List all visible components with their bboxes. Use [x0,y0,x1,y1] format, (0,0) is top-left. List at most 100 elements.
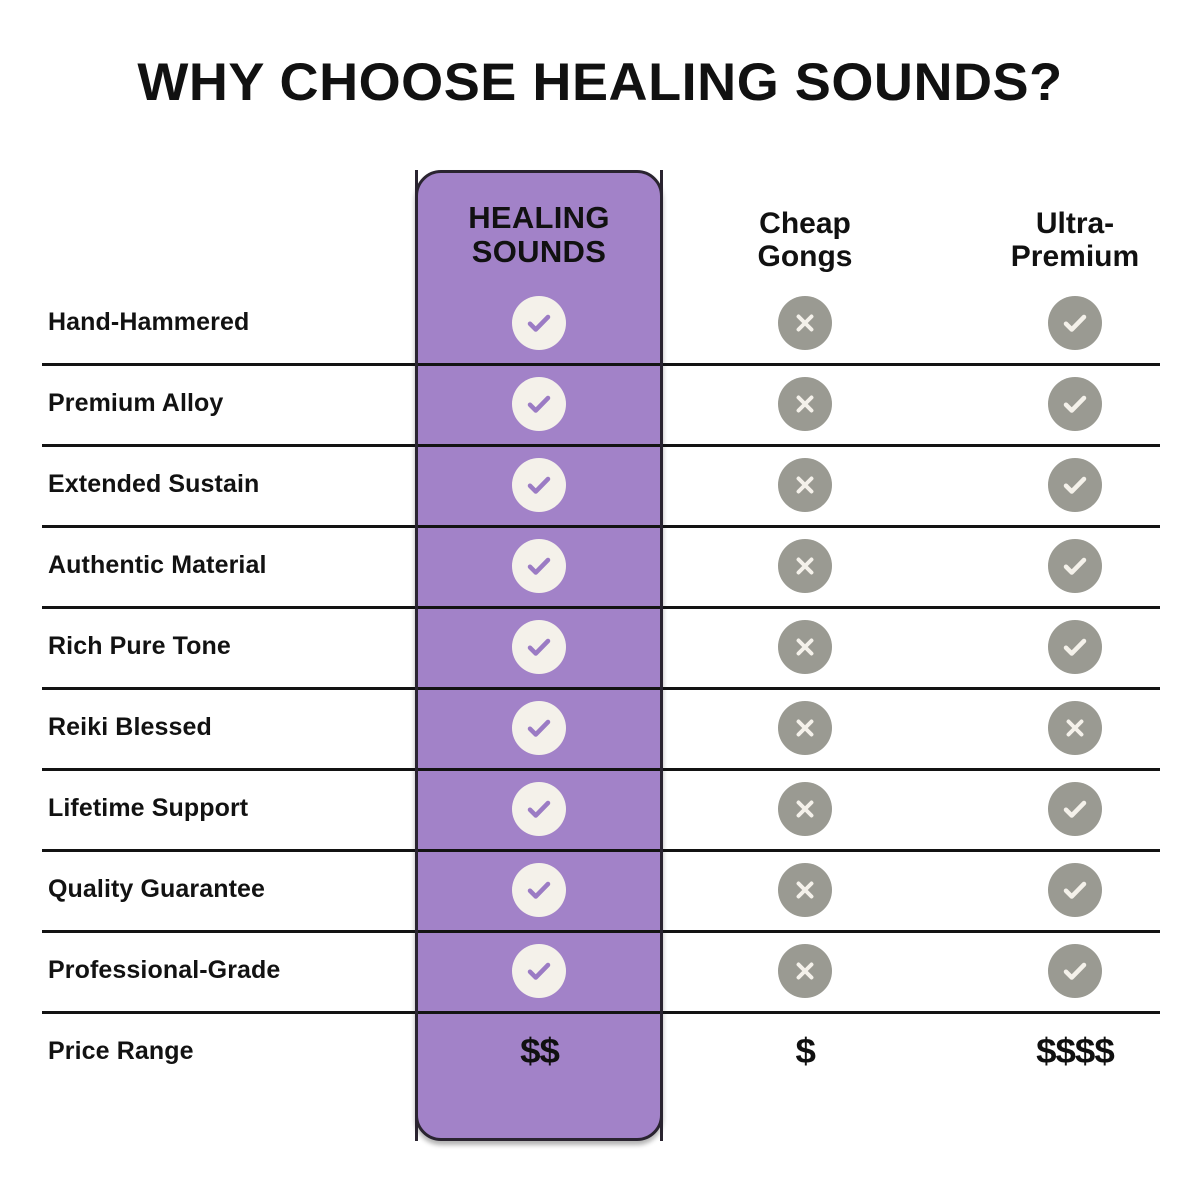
feature-label: Premium Alloy [48,389,224,417]
row-divider [42,687,1160,690]
cell-ultra-premium [1005,849,1145,930]
column-header-cheap-gongs[interactable]: Cheap Gongs [681,170,929,282]
column-header-line2: Gongs [757,240,853,274]
cell-ultra-premium [1005,768,1145,849]
row-divider [42,444,1160,447]
cell-healing-sounds [469,282,609,363]
column-header-line2: SOUNDS [471,234,607,270]
table-row: Lifetime Support [0,768,1200,849]
column-header-ultra-premium[interactable]: Ultra- Premium [951,170,1199,282]
cell-cheap-gongs [735,525,875,606]
cell-ultra-premium [1005,606,1145,687]
cell-cheap-gongs [735,849,875,930]
feature-label: Lifetime Support [48,794,249,822]
comparison-table: HEALING SOUNDS Cheap Gongs Ultra- Premium Hand… [0,170,1200,1092]
check-icon [1048,862,1102,917]
column-header-line1: Ultra- [1035,206,1115,240]
cross-icon [1048,700,1102,755]
row-divider [42,768,1160,771]
column-header-line1: HEALING [468,199,610,235]
check-icon [512,619,566,674]
feature-label: Professional-Grade [48,956,281,984]
feature-label: Reiki Blessed [48,713,212,741]
check-icon [512,295,566,350]
cell-ultra-premium [1005,687,1145,768]
table-row: Authentic Material [0,525,1200,606]
cell-healing-sounds [469,849,609,930]
cell-healing-sounds [469,606,609,687]
table-row: Reiki Blessed [0,687,1200,768]
cell-ultra-premium [1005,525,1145,606]
featured-card-edge-right [660,170,663,1141]
cell-healing-sounds [469,768,609,849]
cell-healing-sounds [469,930,609,1011]
check-icon [512,376,566,431]
feature-label: Hand-Hammered [48,308,250,336]
check-icon [512,862,566,917]
table-row: Rich Pure Tone [0,606,1200,687]
cell-cheap-gongs [735,768,875,849]
cross-icon [778,295,832,350]
check-icon [1048,781,1102,836]
feature-label: Rich Pure Tone [48,632,231,660]
cell-healing-sounds [469,687,609,768]
check-icon [512,943,566,998]
column-header-healing-sounds[interactable]: HEALING SOUNDS [415,170,663,282]
check-icon [1048,457,1102,512]
feature-label: Extended Sustain [48,470,260,498]
cross-icon [778,457,832,512]
cell-healing-sounds [469,525,609,606]
cell-healing-sounds [469,363,609,444]
cell-healing-sounds [469,444,609,525]
row-divider [42,849,1160,852]
table-row: Professional-Grade [0,930,1200,1011]
cell-ultra-premium [1005,282,1145,363]
check-icon [512,538,566,593]
featured-card-edge-left [415,170,418,1141]
cross-icon [778,943,832,998]
cell-cheap-gongs [735,363,875,444]
check-icon [512,457,566,512]
price-value: $$$$ [1036,1031,1115,1071]
cross-icon [778,619,832,674]
cell-ultra-premium [1005,363,1145,444]
table-row: Extended Sustain [0,444,1200,525]
cell-cheap-gongs [735,444,875,525]
table-row: Price Range $$ $ $$$$ [0,1011,1200,1092]
table-header-row: HEALING SOUNDS Cheap Gongs Ultra- Premium [0,170,1200,282]
check-icon [1048,619,1102,674]
row-divider [42,606,1160,609]
page-title: WHY CHOOSE HEALING SOUNDS? [137,53,1063,112]
cross-icon [778,376,832,431]
check-icon [512,700,566,755]
check-icon [1048,376,1102,431]
price-value: $ [795,1031,815,1071]
cell-ultra-premium: $$$$ [1005,1011,1145,1092]
cell-cheap-gongs: $ [735,1011,875,1092]
check-icon [1048,943,1102,998]
row-divider [42,525,1160,528]
cell-healing-sounds: $$ [469,1011,609,1092]
cell-cheap-gongs [735,687,875,768]
cross-icon [778,538,832,593]
row-divider [42,1011,1160,1014]
table-row: Hand-Hammered [0,282,1200,363]
feature-label: Authentic Material [48,551,267,579]
cell-ultra-premium [1005,444,1145,525]
cell-cheap-gongs [735,282,875,363]
feature-label: Price Range [48,1037,194,1065]
table-row: Premium Alloy [0,363,1200,444]
table-row: Quality Guarantee [0,849,1200,930]
row-divider [42,363,1160,366]
cell-cheap-gongs [735,606,875,687]
price-value: $$ [519,1031,560,1071]
cell-ultra-premium [1005,930,1145,1011]
column-header-line1: Cheap [759,206,851,240]
cross-icon [778,700,832,755]
cross-icon [778,862,832,917]
row-divider [42,930,1160,933]
cell-cheap-gongs [735,930,875,1011]
check-icon [1048,538,1102,593]
check-icon [1048,295,1102,350]
